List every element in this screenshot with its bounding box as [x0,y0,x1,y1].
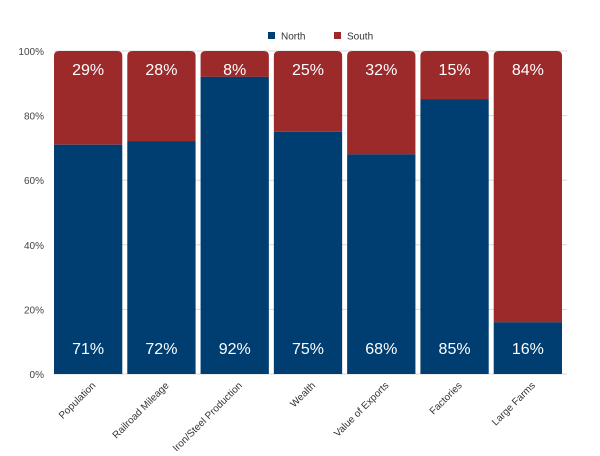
data-label-north: 16% [512,341,544,358]
data-label-north: 71% [72,341,104,358]
data-label-south: 29% [72,62,104,79]
data-label-north: 68% [365,341,397,358]
bar-north [127,141,196,374]
data-label-south: 32% [365,62,397,79]
bar-north [493,322,562,374]
y-tick-label: 60% [24,176,44,187]
data-label-south: 15% [439,62,471,79]
data-label-south: 84% [512,62,544,79]
y-tick-label: 100% [18,47,44,58]
bar-north [420,99,489,374]
bar-south [493,51,562,323]
y-tick-label: 80% [24,112,44,123]
bar-south [200,51,269,77]
data-label-north: 75% [292,341,324,358]
data-label-south: 28% [145,62,177,79]
legend-label-north: North [281,32,305,43]
x-tick-label: Value of Exports [332,380,391,439]
data-label-south: 8% [223,62,246,79]
y-tick-label: 0% [30,370,45,381]
bar-south [273,51,343,132]
data-label-north: 92% [219,341,251,358]
legend-swatch-north [268,32,275,39]
bar-north [347,154,416,374]
legend-swatch-south [334,32,341,39]
legend-label-south: South [347,32,373,43]
bar-south [54,51,123,145]
bar-south [347,51,416,155]
x-tick-label: Wealth [288,380,318,410]
x-tick-label: Population [57,380,98,421]
x-tick-label: Iron/Steel Production [171,380,245,451]
data-label-north: 85% [439,341,471,358]
bar-north [200,76,269,374]
bar-south [127,51,196,142]
bar-north [54,144,123,374]
bar-north [273,131,343,374]
data-label-north: 72% [145,341,177,358]
x-tick-label: Large Farms [490,380,538,428]
bar-south [420,51,489,100]
data-label-south: 25% [292,62,324,79]
x-tick-label: Railroad Mileage [111,380,172,441]
x-tick-label: Factories [428,380,465,417]
y-tick-label: 40% [24,241,44,252]
y-tick-label: 20% [24,305,44,316]
